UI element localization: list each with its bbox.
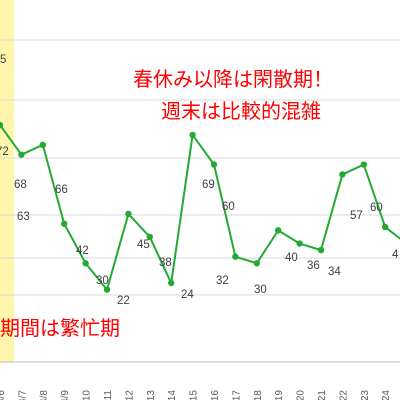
x-tick-labels-group: 4/6 4/7 4/8 4/9 4/10 4/11 4/12 4/13 4/14 4/15 4/16… [0,390,392,400]
x-tick-4/14: 4/14 [167,390,178,400]
data-point-4/9 [60,220,68,227]
data-point-4/7 [18,151,25,158]
x-tick-4/10: 4/10 [82,390,93,400]
data-label-12: 32 [216,275,229,287]
highlight-band [0,0,14,362]
data-label-17: 57 [350,210,363,222]
data-label-7: 45 [137,239,150,251]
data-point-4/11 [103,286,111,293]
data-label-19: 4 [392,249,399,261]
data-label-2: 63 [17,211,30,223]
annotation-top-line1: 春休み以降は閑散期！ [133,67,333,91]
x-tick-4/11: 4/11 [103,390,114,400]
annotation-left: 期間は繁忙期 [0,316,120,340]
data-label-3: 66 [55,184,68,196]
data-label-4: 42 [76,245,89,257]
data-label-5: 30 [96,275,109,287]
x-tick-4/13: 4/13 [146,390,157,400]
data-point-4/21 [317,246,325,254]
partial-left-label: 5 [0,54,6,66]
data-label-14: 40 [285,252,298,264]
x-tick-4/21: 4/21 [317,390,328,400]
data-label-9: 24 [181,289,194,301]
data-point-4/20 [296,240,303,247]
x-tick-4/6: 4/6 [0,390,7,400]
data-label-10: 69 [202,179,215,191]
data-label-18: 60 [370,202,383,214]
x-tick-4/16: 4/16 [210,390,221,400]
data-point-4/24 [382,223,389,231]
data-label-8: 38 [159,257,172,269]
x-tick-4/15: 4/15 [189,390,200,400]
data-point-4/17 [232,253,239,260]
data-point-4/12 [125,210,132,218]
series-line-group [0,121,400,293]
data-point-4/10 [82,260,89,267]
x-tick-4/9: 4/9 [60,390,71,400]
x-tick-4/19: 4/19 [274,390,285,400]
x-tick-4/8: 4/8 [39,390,50,400]
data-point-4/6 [0,121,4,129]
x-tick-4/7: 4/7 [17,390,28,400]
data-label-0: 72 [0,146,9,158]
data-label-15: 36 [307,260,320,272]
x-tick-4/12: 4/12 [124,390,135,400]
x-tick-4/18: 4/18 [253,390,264,400]
data-point-4/14 [168,279,175,287]
data-point-4/8 [39,141,46,148]
data-point-4/16 [210,161,218,168]
data-labels-group: 72 68 63 66 42 30 22 45 38 24 69 60 32 30 40 36 34 57 60 4 [0,146,399,307]
annotation-top-line2: 週末は比較的混雑 [161,99,321,123]
gridlines [0,39,400,363]
data-label-16: 34 [328,266,341,278]
data-point-4/23 [360,161,367,168]
series-line [0,124,400,291]
x-tick-4/20: 4/20 [296,390,307,400]
x-tick-4/22: 4/22 [338,390,349,400]
x-tick-4/24: 4/24 [381,390,392,400]
data-label-1: 68 [14,179,27,191]
x-tick-4/17: 4/17 [231,390,242,400]
data-point-4/22 [339,171,346,178]
x-tick-4/23: 4/23 [360,390,371,400]
data-label-6: 22 [117,295,130,307]
data-point-4/13 [146,233,153,241]
data-label-13: 30 [254,284,267,296]
data-label-11: 60 [222,201,235,213]
data-point-4/19 [275,227,282,234]
data-point-4/18 [253,260,260,267]
data-point-4/15 [189,131,196,139]
